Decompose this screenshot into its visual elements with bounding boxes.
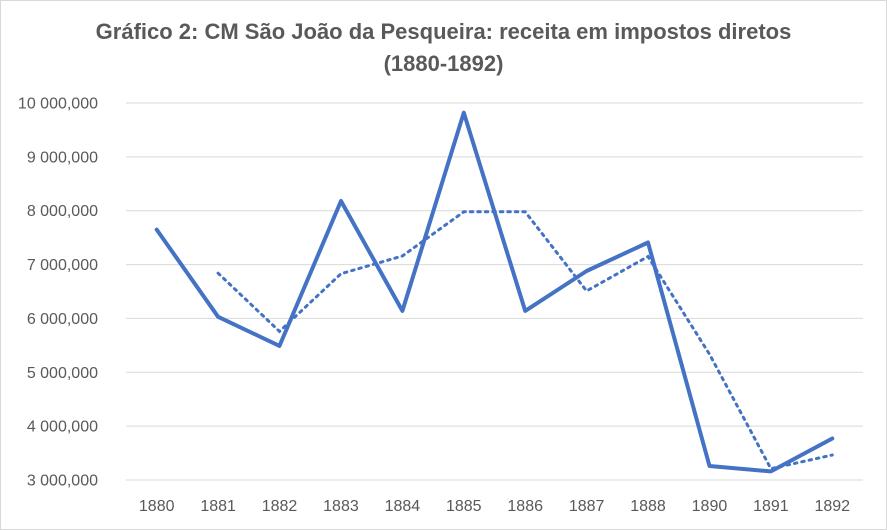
chart-title-line-1: Gráfico 2: CM São João da Pesqueira: rec… — [95, 19, 792, 44]
x-tick-label: 1888 — [630, 498, 666, 515]
x-axis-tick-labels: 1880 1881 1882 1883 1884 1885 1886 1887 1888 1890… — [139, 498, 850, 515]
data-series — [154, 110, 835, 474]
chart-title: Gráfico 2: CM São João da Pesqueira: rec… — [0, 16, 887, 80]
y-tick-label: 10 000,000 — [18, 96, 98, 113]
x-tick-label: 1880 — [139, 498, 175, 515]
chart-title-line-2: (1880-1892) — [383, 51, 504, 76]
x-tick-label: 1885 — [446, 498, 482, 515]
x-tick-label: 1884 — [385, 498, 421, 515]
y-tick-label: 5 000,000 — [27, 365, 98, 382]
y-axis-tick-labels: 3 000,000 4 000,000 5 000,000 6 000,000 7 00… — [18, 96, 98, 490]
x-tick-label: 1891 — [753, 498, 789, 515]
series-line-solid — [154, 110, 835, 474]
y-tick-label: 7 000,000 — [27, 257, 98, 274]
gridlines — [126, 102, 863, 481]
x-tick-label: 1881 — [200, 498, 236, 515]
x-tick-label: 1882 — [262, 498, 298, 515]
y-tick-label: 9 000,000 — [27, 149, 98, 166]
y-tick-label: 4 000,000 — [27, 419, 98, 436]
x-tick-label: 1887 — [569, 498, 605, 515]
x-tick-label: 1886 — [507, 498, 543, 515]
x-tick-label: 1892 — [814, 498, 850, 515]
y-tick-label: 3 000,000 — [27, 473, 98, 490]
y-tick-label: 6 000,000 — [27, 311, 98, 328]
x-tick-label: 1883 — [323, 498, 359, 515]
series-line-dotted — [216, 210, 834, 471]
y-tick-label: 8 000,000 — [27, 203, 98, 220]
x-tick-label: 1890 — [692, 498, 728, 515]
